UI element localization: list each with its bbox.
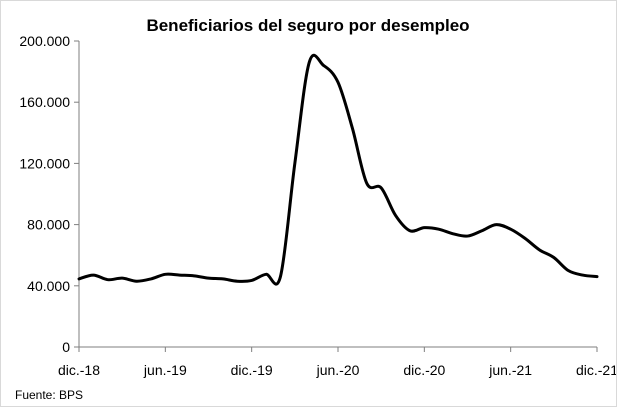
x-tick-label: dic.-20 (403, 362, 445, 378)
x-tick-label: dic.-19 (231, 362, 273, 378)
y-axis: 0 40.000 80.000 120.000 160.000 200.000 (19, 33, 80, 355)
x-tick-label: dic.-21 (576, 362, 616, 378)
chart-title: Beneficiarios del seguro por desempleo (146, 16, 469, 35)
y-tick-label: 160.000 (19, 94, 70, 110)
y-tick-label: 80.000 (27, 217, 70, 233)
y-tick-label: 200.000 (19, 33, 70, 49)
x-tick-label: jun.-21 (488, 362, 532, 378)
x-axis: dic.-18 jun.-19 dic.-19 jun.-20 dic.-20 jun.-… (58, 346, 616, 378)
y-tick-label: 0 (62, 339, 70, 355)
x-tick-label: dic.-18 (58, 362, 100, 378)
x-tick-label: jun.-19 (143, 362, 187, 378)
y-tick-label: 120.000 (19, 155, 70, 171)
x-tick-label: jun.-20 (316, 362, 360, 378)
source-note: Fuente: BPS (15, 388, 83, 402)
y-tick-label: 40.000 (27, 278, 70, 294)
series-line-0 (77, 53, 599, 286)
series-group (77, 53, 599, 286)
